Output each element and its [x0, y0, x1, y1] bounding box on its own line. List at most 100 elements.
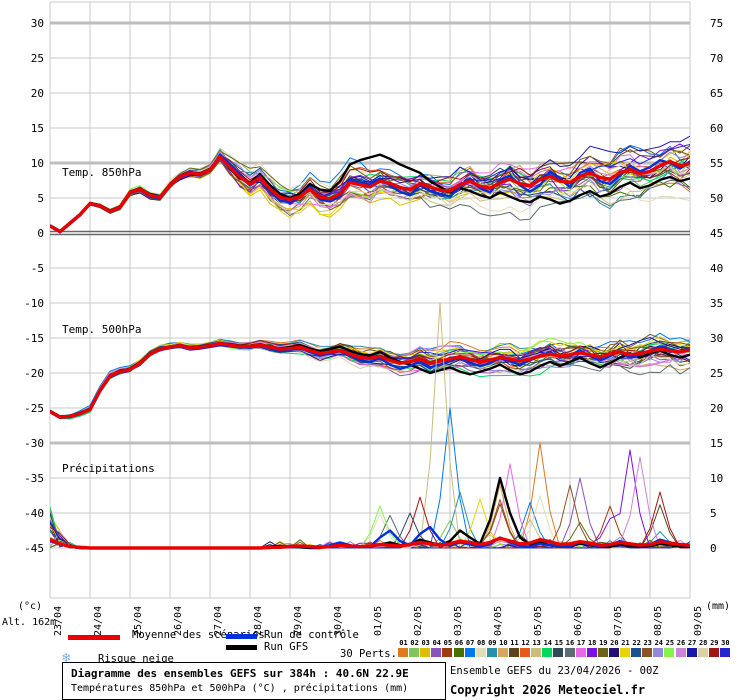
- pert-number: 21: [621, 639, 630, 647]
- pert-number: 01: [399, 639, 408, 647]
- left-tick-label: -35: [24, 472, 44, 485]
- left-tick-label: -40: [24, 507, 44, 520]
- left-axis-unit: (°c): [18, 601, 43, 612]
- date-label: 02/05: [413, 606, 424, 636]
- pert-swatch: [719, 648, 730, 657]
- pert-swatch: [475, 648, 486, 657]
- pert-swatch: [497, 648, 508, 657]
- pert-swatch: [431, 648, 442, 657]
- pert-number: 23: [643, 639, 652, 647]
- left-tick-label: 0: [37, 227, 44, 240]
- pert-swatch: [520, 648, 531, 657]
- pert-number: 07: [465, 639, 475, 647]
- date-label: 07/05: [613, 606, 624, 636]
- pert-number: 26: [676, 639, 686, 647]
- right-tick-label: 55: [710, 157, 723, 170]
- pert-swatch: [664, 648, 675, 657]
- pert-number: 06: [454, 639, 464, 647]
- panel-temp500: [50, 332, 690, 420]
- pert-number: 25: [665, 639, 675, 647]
- pert-swatch: [686, 648, 697, 657]
- date-label: 03/05: [453, 606, 464, 636]
- member-line-23: [50, 147, 690, 233]
- right-tick-label: 25: [710, 367, 723, 380]
- panel-label: Temp. 850hPa: [62, 166, 141, 179]
- run-info-block: Ensemble GEFS du 23/04/2026 - 00Z Copyri…: [450, 665, 659, 697]
- left-tick-label: -20: [24, 367, 44, 380]
- left-tick-label: -5: [31, 262, 44, 275]
- pert-swatch: [409, 648, 420, 657]
- pert-swatch: [631, 648, 642, 657]
- left-tick-label: 25: [31, 52, 44, 65]
- left-tick-label: -45: [24, 542, 44, 555]
- right-tick-label: 50: [710, 192, 723, 205]
- pert-swatch: [531, 648, 542, 657]
- pert-number: 14: [543, 639, 553, 647]
- left-tick-label: 15: [31, 122, 44, 135]
- left-tick-label: 5: [37, 192, 44, 205]
- date-label: 06/05: [573, 606, 584, 636]
- right-tick-label: 20: [710, 402, 723, 415]
- pert-number: 24: [654, 639, 664, 647]
- left-tick-label: 10: [31, 157, 44, 170]
- right-axis-unit: (mm): [706, 601, 731, 612]
- mean-line: [50, 154, 690, 234]
- pert-number: 30: [721, 639, 730, 647]
- altitude-label: Alt. 162m: [2, 617, 57, 628]
- diagram-title-box: Diagramme des ensembles GEFS sur 384h : …: [62, 662, 446, 700]
- pert-number: 13: [532, 639, 541, 647]
- pert-swatch: [453, 648, 464, 657]
- pert-swatch: [398, 648, 408, 657]
- control-line-label: Run de contrôle: [264, 629, 359, 641]
- member-line-27: [50, 135, 690, 233]
- date-label: 08/05: [653, 606, 664, 636]
- pert-swatch: [420, 648, 431, 657]
- mean-line: [50, 341, 690, 419]
- right-tick-label: 75: [710, 17, 723, 30]
- pert-number: 09: [488, 639, 497, 647]
- perturbation-strip: 01 02 03 04 05 06 07 08 09 10 11 12 13 14 15 16 17 18 19 20…: [398, 639, 732, 659]
- right-tick-label: 45: [710, 227, 723, 240]
- left-tick-label: -25: [24, 402, 44, 415]
- gfs-line-label: Run GFS: [264, 641, 309, 653]
- pert-swatch: [553, 648, 564, 657]
- mean-line-swatch: [68, 635, 120, 640]
- panel-label: Temp. 500hPa: [62, 323, 141, 336]
- pert-swatch: [653, 648, 664, 657]
- pert-swatch: [542, 648, 553, 657]
- pert-swatch: [697, 648, 708, 657]
- right-tick-label: 0: [710, 542, 717, 555]
- date-label: 05/05: [533, 606, 544, 636]
- left-tick-label: 30: [31, 17, 44, 30]
- pert-number: 18: [587, 639, 597, 647]
- gfs-line-swatch: [226, 645, 257, 650]
- pert-swatch: [564, 648, 575, 657]
- diagram-title: Diagramme des ensembles GEFS sur 384h : …: [71, 667, 409, 680]
- date-label: 27/04: [213, 606, 224, 636]
- pert-number: 20: [610, 639, 619, 647]
- left-tick-label: 20: [31, 87, 44, 100]
- pert-number: 27: [687, 639, 697, 647]
- mean-line: [50, 536, 690, 550]
- pert-number: 12: [521, 639, 530, 647]
- pert-number: 11: [510, 639, 519, 647]
- pert-number: 03: [421, 639, 430, 647]
- pert-swatch: [509, 648, 519, 657]
- pert-number: 04: [432, 639, 442, 647]
- right-tick-label: 35: [710, 297, 723, 310]
- pert-swatch: [486, 648, 497, 657]
- plot-area: [50, 135, 690, 550]
- run-info: Ensemble GEFS du 23/04/2026 - 00Z: [450, 665, 659, 677]
- date-label: 25/04: [133, 606, 144, 636]
- pert-swatch: [608, 648, 619, 657]
- right-tick-label: 70: [710, 52, 723, 65]
- pert-swatch: [620, 648, 630, 657]
- panel-temp850: [50, 135, 690, 234]
- pert-number: 28: [698, 639, 708, 647]
- pert-number: 02: [410, 639, 419, 647]
- date-label: 29/04: [293, 606, 304, 636]
- date-label: 23/04: [53, 606, 64, 636]
- panel-label: Précipitations: [62, 462, 155, 475]
